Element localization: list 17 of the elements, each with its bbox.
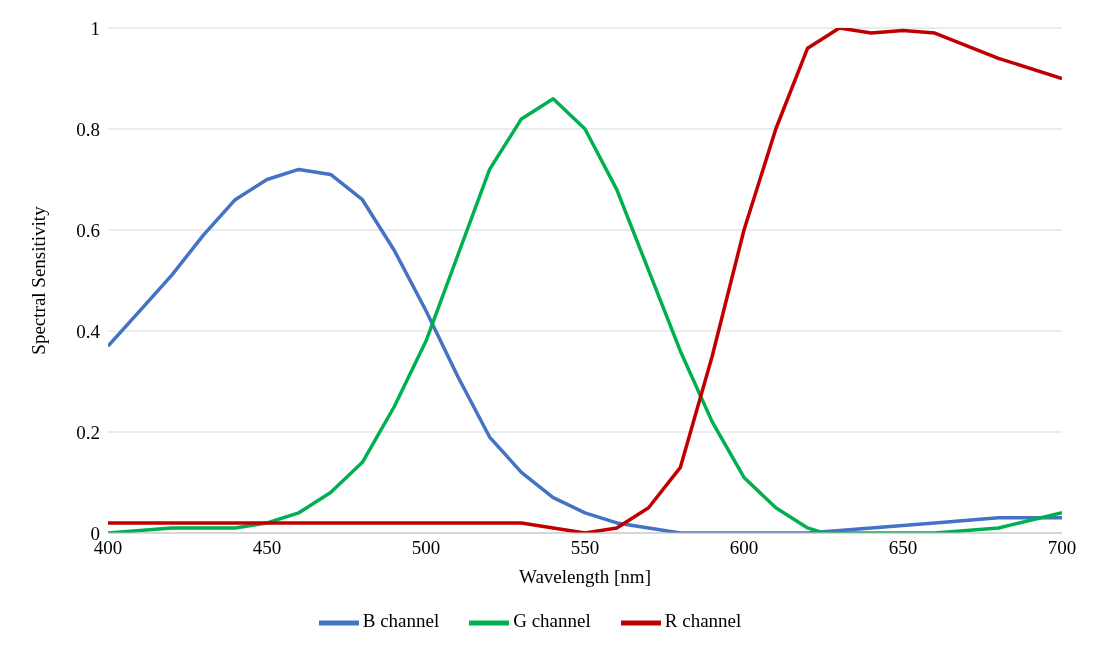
x-tick-label: 700 <box>1047 537 1077 559</box>
x-tick-label: 650 <box>888 537 918 559</box>
x-tick-label: 500 <box>411 537 441 559</box>
x-tick-label: 450 <box>252 537 282 559</box>
y-tick-label: 0.8 <box>76 118 100 140</box>
y-tick-label: 0.6 <box>76 219 100 241</box>
legend-label: B channel <box>362 610 440 632</box>
y-tick-label: 0.2 <box>76 421 100 443</box>
x-tick-label: 550 <box>570 537 600 559</box>
line-series <box>108 167 1062 533</box>
y-tick-label: 0.4 <box>76 320 101 342</box>
y-axis-title: Spectral Sensitivity <box>27 205 49 355</box>
legend-label: G channel <box>513 610 591 632</box>
x-axis-title: Wavelength [nm] <box>519 566 651 587</box>
legend-label: R channel <box>664 610 742 632</box>
y-tick-label: 1 <box>90 17 100 39</box>
x-tick-label: 600 <box>729 537 759 559</box>
